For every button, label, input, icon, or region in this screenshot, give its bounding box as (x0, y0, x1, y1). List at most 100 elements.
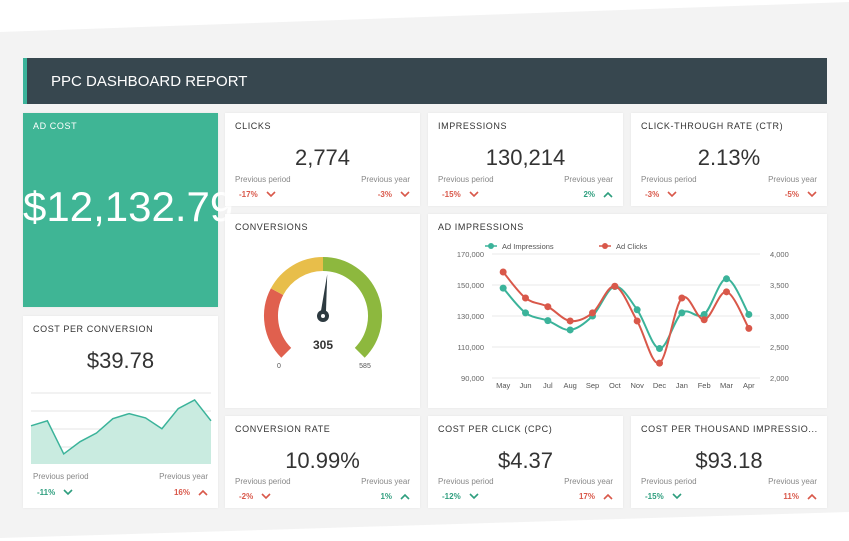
data-point (745, 324, 753, 332)
y-tick-label: 90,000 (461, 374, 484, 383)
comparison-change: -2% (239, 492, 271, 501)
comparison-change: -15% (645, 492, 682, 501)
trend-arrow-line (266, 191, 276, 198)
card-title: CONVERSION RATE (235, 424, 331, 434)
trend-arrow-line (400, 493, 410, 500)
card-value: 130,214 (485, 145, 566, 170)
trend-arrow (667, 191, 677, 198)
y2-tick-label: 2,000 (770, 374, 789, 383)
trend-arrow (603, 493, 613, 500)
comparison-label: Previous year (159, 472, 208, 481)
trend-arrow-line (667, 191, 677, 198)
change-value: 16% (173, 488, 190, 497)
x-tick-label: May (496, 381, 510, 390)
card-title: CLICKS (235, 121, 272, 131)
comparison-label: Previous year (768, 175, 817, 184)
y2-tick-label: 3,000 (770, 312, 789, 321)
card-value: 2,774 (294, 145, 351, 170)
comparison-change: 11% (783, 492, 817, 501)
card-title: AD COST (33, 121, 78, 131)
card: CLICKS 2,774 Previous period -17% Previous y… (225, 113, 420, 206)
x-tick-label: Mar (720, 381, 733, 390)
trend-arrow-line (603, 493, 613, 500)
x-tick-label: Apr (743, 381, 755, 390)
card-title: CONVERSIONS (235, 222, 309, 232)
change-value: 11% (783, 492, 799, 501)
series-line (502, 277, 750, 350)
comparison-label: Previous year (361, 175, 410, 184)
change-value: -3% (645, 190, 660, 199)
change-value: 1% (380, 492, 392, 501)
trend-arrow (469, 493, 479, 500)
data-point (499, 268, 507, 276)
y2-tick-label: 4,000 (770, 250, 789, 259)
legend-dot (488, 243, 494, 249)
x-tick-label: Feb (698, 381, 711, 390)
data-point (589, 309, 596, 317)
trend-arrow (672, 493, 682, 500)
card: CLICK-THROUGH RATE (CTR) 2.13% Previous pe… (631, 113, 827, 206)
trend-arrow (807, 191, 817, 198)
data-point (522, 309, 529, 317)
card-title: IMPRESSIONS (438, 121, 508, 131)
y-tick-label: 130,000 (457, 312, 484, 321)
trend-arrow-line (672, 493, 682, 500)
x-tick-label: Jan (676, 381, 688, 390)
data-point (678, 309, 686, 317)
card: COST PER CONVERSION $39.78 Previous period… (23, 316, 218, 508)
comparison-label: Previous period (235, 175, 291, 184)
trend-arrow-line (63, 489, 73, 496)
trend-arrow (603, 191, 613, 198)
comparison-change: 16% (174, 488, 208, 497)
change-value: -11% (37, 488, 56, 497)
gauge: 305 0 585 (264, 257, 382, 370)
change-value: -15% (645, 492, 664, 501)
gauge-needle (320, 274, 328, 316)
card-value: $12,132.79 (23, 183, 234, 230)
trend-arrow (400, 191, 410, 198)
change-value: 17% (578, 492, 595, 501)
card: COST PER THOUSAND IMPRESSIO... $93.18 Prev… (631, 416, 827, 508)
data-point (745, 310, 753, 318)
card-value: 2.13% (697, 145, 761, 170)
x-tick-label: Dec (653, 381, 667, 390)
change-value: -5% (784, 190, 799, 199)
comparison-change: -15% (442, 190, 479, 199)
change-value: 2% (583, 190, 595, 199)
card-title: CLICK-THROUGH RATE (CTR) (641, 121, 784, 131)
comparison-change: -5% (785, 190, 817, 199)
trend-arrow-line (807, 493, 817, 500)
gauge-max: 585 (359, 363, 371, 370)
header-bar: PPC DASHBOARD REPORT (23, 58, 827, 104)
y2-tick-label: 3,500 (770, 281, 789, 290)
card-title: COST PER CONVERSION (33, 324, 154, 334)
trend-arrow-line (261, 493, 271, 500)
sparkline (30, 392, 212, 464)
x-tick-label: Jul (543, 381, 553, 390)
card-value: 10.99% (285, 448, 360, 473)
comparison-change: -12% (442, 492, 479, 501)
card: AD COST $12,132.79 (23, 113, 234, 307)
trend-arrow (266, 191, 276, 198)
comparison-label: Previous year (564, 175, 613, 184)
y-tick-label: 110,000 (457, 343, 484, 352)
gauge-min: 0 (277, 363, 281, 370)
card-title: COST PER THOUSAND IMPRESSIO... (641, 424, 818, 434)
trend-arrow (400, 493, 410, 500)
y-tick-label: 170,000 (457, 250, 484, 259)
change-value: -15% (442, 190, 461, 199)
trend-arrow-line (400, 191, 410, 198)
gauge-value: 305 (313, 338, 333, 352)
trend-arrow (261, 493, 271, 500)
data-point (544, 303, 552, 311)
sparkline-area (31, 399, 211, 464)
x-tick-label: Oct (609, 381, 622, 390)
change-value: -2% (239, 492, 254, 501)
legend-label: Ad Clicks (616, 242, 648, 251)
data-point (633, 317, 641, 325)
card: IMPRESSIONS 130,214 Previous period -15% Pre… (428, 113, 623, 206)
card-value: $4.37 (497, 448, 554, 473)
gauge-band (270, 257, 324, 296)
card: CONVERSIONS 305 0 585 (225, 214, 420, 408)
x-tick-label: Aug (563, 381, 576, 390)
